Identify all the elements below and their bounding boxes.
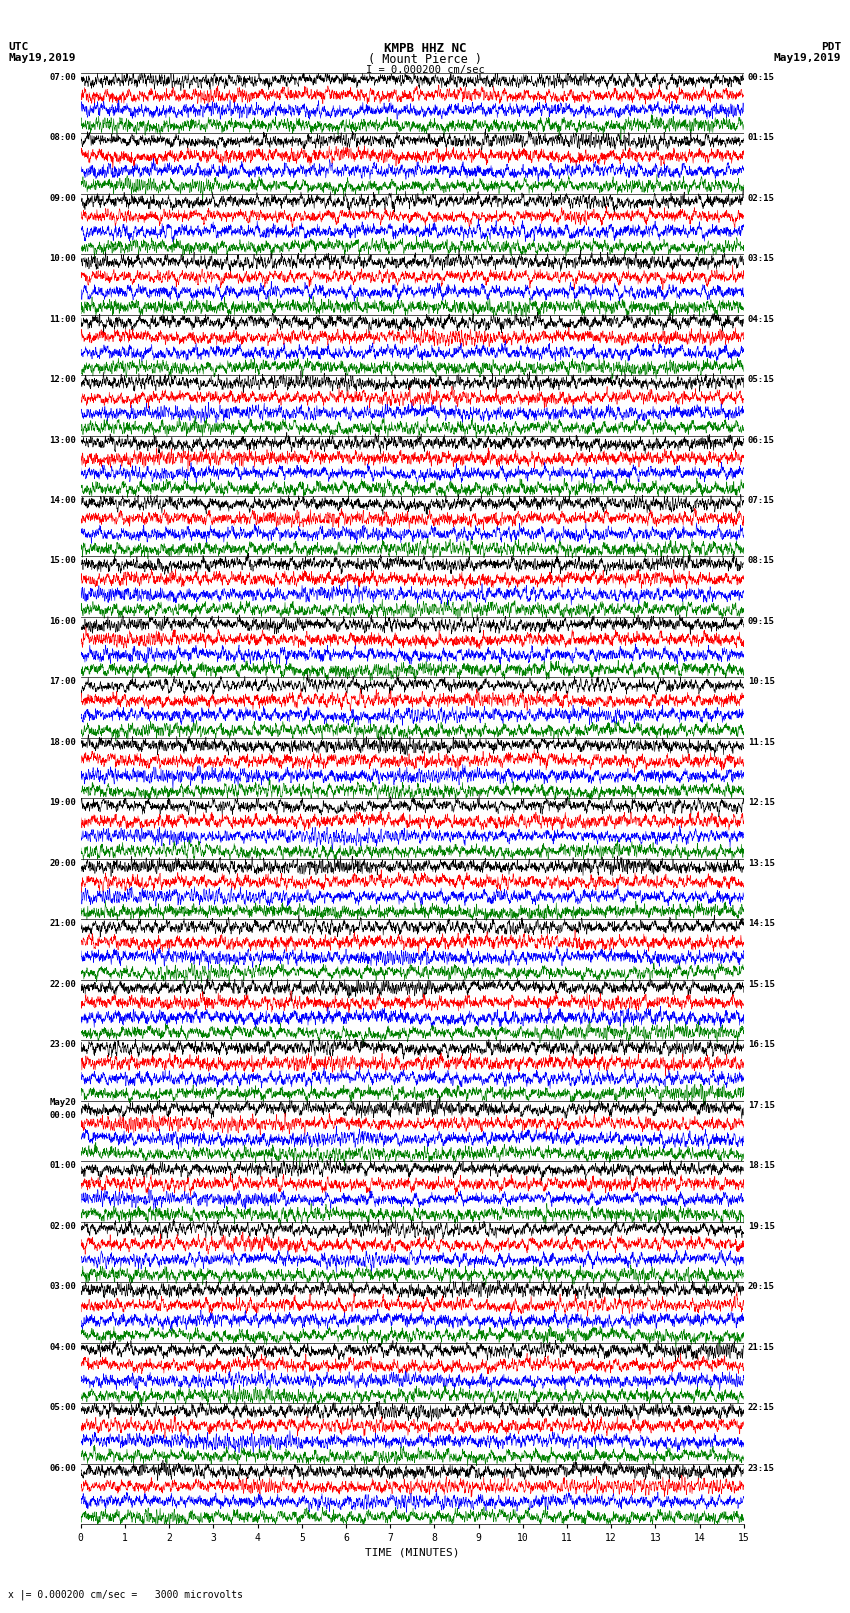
Text: 21:00: 21:00 xyxy=(49,919,76,929)
Text: 00:00: 00:00 xyxy=(49,1110,76,1119)
Text: May20: May20 xyxy=(49,1097,76,1107)
Text: 08:15: 08:15 xyxy=(748,556,775,566)
Text: 02:15: 02:15 xyxy=(748,194,775,203)
Text: 03:15: 03:15 xyxy=(748,255,775,263)
Text: 01:15: 01:15 xyxy=(748,134,775,142)
Text: 09:15: 09:15 xyxy=(748,618,775,626)
Text: May19,2019: May19,2019 xyxy=(774,53,842,63)
Text: 13:15: 13:15 xyxy=(748,860,775,868)
Text: 14:15: 14:15 xyxy=(748,919,775,929)
Text: May19,2019: May19,2019 xyxy=(8,53,76,63)
Text: 09:00: 09:00 xyxy=(49,194,76,203)
Text: 00:15: 00:15 xyxy=(748,73,775,82)
Text: 11:00: 11:00 xyxy=(49,315,76,324)
Text: 10:00: 10:00 xyxy=(49,255,76,263)
X-axis label: TIME (MINUTES): TIME (MINUTES) xyxy=(365,1547,460,1558)
Text: 22:15: 22:15 xyxy=(748,1403,775,1413)
Text: PDT: PDT xyxy=(821,42,842,52)
Text: UTC: UTC xyxy=(8,42,29,52)
Text: 12:00: 12:00 xyxy=(49,376,76,384)
Text: x |= 0.000200 cm/sec =   3000 microvolts: x |= 0.000200 cm/sec = 3000 microvolts xyxy=(8,1589,243,1600)
Text: 10:15: 10:15 xyxy=(748,677,775,687)
Text: 22:00: 22:00 xyxy=(49,981,76,989)
Text: I = 0.000200 cm/sec: I = 0.000200 cm/sec xyxy=(366,65,484,74)
Text: 06:15: 06:15 xyxy=(748,436,775,445)
Text: 15:15: 15:15 xyxy=(748,981,775,989)
Text: 19:00: 19:00 xyxy=(49,798,76,808)
Text: 16:15: 16:15 xyxy=(748,1040,775,1050)
Text: 20:15: 20:15 xyxy=(748,1282,775,1292)
Text: 15:00: 15:00 xyxy=(49,556,76,566)
Text: KMPB HHZ NC: KMPB HHZ NC xyxy=(383,42,467,55)
Text: 23:00: 23:00 xyxy=(49,1040,76,1050)
Text: ( Mount Pierce ): ( Mount Pierce ) xyxy=(368,53,482,66)
Text: 07:00: 07:00 xyxy=(49,73,76,82)
Text: 16:00: 16:00 xyxy=(49,618,76,626)
Text: 17:15: 17:15 xyxy=(748,1100,775,1110)
Text: 11:15: 11:15 xyxy=(748,739,775,747)
Text: 01:00: 01:00 xyxy=(49,1161,76,1171)
Text: 07:15: 07:15 xyxy=(748,497,775,505)
Text: 06:00: 06:00 xyxy=(49,1465,76,1473)
Text: 19:15: 19:15 xyxy=(748,1223,775,1231)
Text: 08:00: 08:00 xyxy=(49,134,76,142)
Text: 04:15: 04:15 xyxy=(748,315,775,324)
Text: 18:00: 18:00 xyxy=(49,739,76,747)
Text: 17:00: 17:00 xyxy=(49,677,76,687)
Text: 12:15: 12:15 xyxy=(748,798,775,808)
Text: 02:00: 02:00 xyxy=(49,1223,76,1231)
Text: 23:15: 23:15 xyxy=(748,1465,775,1473)
Text: 18:15: 18:15 xyxy=(748,1161,775,1171)
Text: 21:15: 21:15 xyxy=(748,1342,775,1352)
Text: 20:00: 20:00 xyxy=(49,860,76,868)
Text: 05:00: 05:00 xyxy=(49,1403,76,1413)
Text: 04:00: 04:00 xyxy=(49,1342,76,1352)
Text: 13:00: 13:00 xyxy=(49,436,76,445)
Text: 03:00: 03:00 xyxy=(49,1282,76,1292)
Text: 14:00: 14:00 xyxy=(49,497,76,505)
Text: 05:15: 05:15 xyxy=(748,376,775,384)
